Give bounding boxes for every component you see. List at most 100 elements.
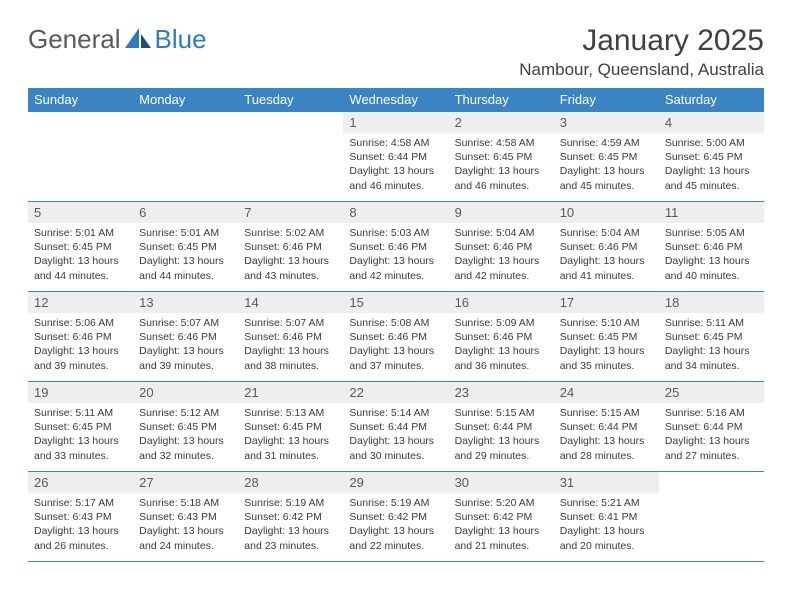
calendar-cell: 18Sunrise: 5:11 AMSunset: 6:45 PMDayligh… — [659, 292, 764, 382]
sunset-text: Sunset: 6:44 PM — [455, 420, 548, 434]
daylight-text: Daylight: 13 hours and 26 minutes. — [34, 524, 127, 552]
logo: General Blue — [28, 24, 207, 55]
day-number: 29 — [343, 472, 448, 493]
daylight-text: Daylight: 13 hours and 32 minutes. — [139, 434, 232, 462]
calendar-body: 1Sunrise: 4:58 AMSunset: 6:44 PMDaylight… — [28, 112, 764, 562]
daylight-text: Daylight: 13 hours and 22 minutes. — [349, 524, 442, 552]
daylight-text: Daylight: 13 hours and 34 minutes. — [665, 344, 758, 372]
calendar-cell: 4Sunrise: 5:00 AMSunset: 6:45 PMDaylight… — [659, 112, 764, 202]
calendar-cell: 28Sunrise: 5:19 AMSunset: 6:42 PMDayligh… — [238, 472, 343, 562]
sunset-text: Sunset: 6:44 PM — [560, 420, 653, 434]
sunrise-text: Sunrise: 5:08 AM — [349, 316, 442, 330]
sunset-text: Sunset: 6:46 PM — [244, 240, 337, 254]
sunrise-text: Sunrise: 4:59 AM — [560, 136, 653, 150]
day-details: Sunrise: 5:20 AMSunset: 6:42 PMDaylight:… — [449, 493, 554, 559]
day-details: Sunrise: 5:15 AMSunset: 6:44 PMDaylight:… — [554, 403, 659, 469]
sunrise-text: Sunrise: 5:03 AM — [349, 226, 442, 240]
daylight-text: Daylight: 13 hours and 27 minutes. — [665, 434, 758, 462]
calendar-cell: 8Sunrise: 5:03 AMSunset: 6:46 PMDaylight… — [343, 202, 448, 292]
sunrise-text: Sunrise: 5:11 AM — [34, 406, 127, 420]
day-details: Sunrise: 5:19 AMSunset: 6:42 PMDaylight:… — [238, 493, 343, 559]
calendar-page: General Blue January 2025 Nambour, Queen… — [0, 0, 792, 586]
calendar-cell: 10Sunrise: 5:04 AMSunset: 6:46 PMDayligh… — [554, 202, 659, 292]
sunrise-text: Sunrise: 5:07 AM — [244, 316, 337, 330]
weekday-header: Wednesday — [343, 88, 448, 112]
sunset-text: Sunset: 6:46 PM — [455, 330, 548, 344]
calendar-cell: 1Sunrise: 4:58 AMSunset: 6:44 PMDaylight… — [343, 112, 448, 202]
calendar-cell: 25Sunrise: 5:16 AMSunset: 6:44 PMDayligh… — [659, 382, 764, 472]
calendar-cell: 3Sunrise: 4:59 AMSunset: 6:45 PMDaylight… — [554, 112, 659, 202]
day-number: 27 — [133, 472, 238, 493]
day-number: 4 — [659, 112, 764, 133]
day-details: Sunrise: 4:58 AMSunset: 6:44 PMDaylight:… — [343, 133, 448, 199]
weekday-header: Friday — [554, 88, 659, 112]
daylight-text: Daylight: 13 hours and 39 minutes. — [34, 344, 127, 372]
daylight-text: Daylight: 13 hours and 46 minutes. — [349, 164, 442, 192]
daylight-text: Daylight: 13 hours and 30 minutes. — [349, 434, 442, 462]
day-number: 23 — [449, 382, 554, 403]
calendar-cell: 21Sunrise: 5:13 AMSunset: 6:45 PMDayligh… — [238, 382, 343, 472]
day-number: 2 — [449, 112, 554, 133]
day-number: 28 — [238, 472, 343, 493]
sunset-text: Sunset: 6:44 PM — [349, 420, 442, 434]
daylight-text: Daylight: 13 hours and 35 minutes. — [560, 344, 653, 372]
calendar-cell: 31Sunrise: 5:21 AMSunset: 6:41 PMDayligh… — [554, 472, 659, 562]
day-number: 30 — [449, 472, 554, 493]
calendar-cell — [28, 112, 133, 202]
calendar-week-row: 1Sunrise: 4:58 AMSunset: 6:44 PMDaylight… — [28, 112, 764, 202]
day-details: Sunrise: 5:07 AMSunset: 6:46 PMDaylight:… — [238, 313, 343, 379]
daylight-text: Daylight: 13 hours and 33 minutes. — [34, 434, 127, 462]
day-number: 17 — [554, 292, 659, 313]
calendar-cell: 15Sunrise: 5:08 AMSunset: 6:46 PMDayligh… — [343, 292, 448, 382]
sunset-text: Sunset: 6:46 PM — [34, 330, 127, 344]
sunset-text: Sunset: 6:42 PM — [455, 510, 548, 524]
sunrise-text: Sunrise: 5:01 AM — [139, 226, 232, 240]
sunset-text: Sunset: 6:42 PM — [244, 510, 337, 524]
logo-word-1: General — [28, 24, 121, 55]
page-header: General Blue January 2025 Nambour, Queen… — [28, 24, 764, 80]
calendar-cell — [238, 112, 343, 202]
sunset-text: Sunset: 6:41 PM — [560, 510, 653, 524]
sunset-text: Sunset: 6:44 PM — [665, 420, 758, 434]
calendar-cell: 13Sunrise: 5:07 AMSunset: 6:46 PMDayligh… — [133, 292, 238, 382]
day-details: Sunrise: 5:00 AMSunset: 6:45 PMDaylight:… — [659, 133, 764, 199]
weekday-header: Thursday — [449, 88, 554, 112]
day-number: 9 — [449, 202, 554, 223]
day-details: Sunrise: 4:59 AMSunset: 6:45 PMDaylight:… — [554, 133, 659, 199]
calendar-cell: 7Sunrise: 5:02 AMSunset: 6:46 PMDaylight… — [238, 202, 343, 292]
sunset-text: Sunset: 6:45 PM — [560, 150, 653, 164]
day-details: Sunrise: 5:18 AMSunset: 6:43 PMDaylight:… — [133, 493, 238, 559]
day-details: Sunrise: 5:07 AMSunset: 6:46 PMDaylight:… — [133, 313, 238, 379]
daylight-text: Daylight: 13 hours and 42 minutes. — [455, 254, 548, 282]
sunrise-text: Sunrise: 5:12 AM — [139, 406, 232, 420]
calendar-cell: 11Sunrise: 5:05 AMSunset: 6:46 PMDayligh… — [659, 202, 764, 292]
calendar-cell: 16Sunrise: 5:09 AMSunset: 6:46 PMDayligh… — [449, 292, 554, 382]
daylight-text: Daylight: 13 hours and 39 minutes. — [139, 344, 232, 372]
day-details: Sunrise: 5:12 AMSunset: 6:45 PMDaylight:… — [133, 403, 238, 469]
calendar-cell: 27Sunrise: 5:18 AMSunset: 6:43 PMDayligh… — [133, 472, 238, 562]
day-details: Sunrise: 5:13 AMSunset: 6:45 PMDaylight:… — [238, 403, 343, 469]
day-details: Sunrise: 5:19 AMSunset: 6:42 PMDaylight:… — [343, 493, 448, 559]
day-details: Sunrise: 5:03 AMSunset: 6:46 PMDaylight:… — [343, 223, 448, 289]
sunrise-text: Sunrise: 5:14 AM — [349, 406, 442, 420]
calendar-week-row: 12Sunrise: 5:06 AMSunset: 6:46 PMDayligh… — [28, 292, 764, 382]
calendar-cell: 29Sunrise: 5:19 AMSunset: 6:42 PMDayligh… — [343, 472, 448, 562]
calendar-cell: 22Sunrise: 5:14 AMSunset: 6:44 PMDayligh… — [343, 382, 448, 472]
day-number: 13 — [133, 292, 238, 313]
sunrise-text: Sunrise: 5:04 AM — [560, 226, 653, 240]
day-details: Sunrise: 5:15 AMSunset: 6:44 PMDaylight:… — [449, 403, 554, 469]
sunrise-text: Sunrise: 5:10 AM — [560, 316, 653, 330]
sunset-text: Sunset: 6:45 PM — [34, 420, 127, 434]
daylight-text: Daylight: 13 hours and 41 minutes. — [560, 254, 653, 282]
sunset-text: Sunset: 6:45 PM — [139, 420, 232, 434]
weekday-header-row: SundayMondayTuesdayWednesdayThursdayFrid… — [28, 88, 764, 112]
sunset-text: Sunset: 6:45 PM — [665, 330, 758, 344]
day-number: 8 — [343, 202, 448, 223]
calendar-cell: 23Sunrise: 5:15 AMSunset: 6:44 PMDayligh… — [449, 382, 554, 472]
daylight-text: Daylight: 13 hours and 42 minutes. — [349, 254, 442, 282]
day-number: 26 — [28, 472, 133, 493]
calendar-cell: 5Sunrise: 5:01 AMSunset: 6:45 PMDaylight… — [28, 202, 133, 292]
title-block: January 2025 Nambour, Queensland, Austra… — [519, 24, 764, 80]
day-details: Sunrise: 5:01 AMSunset: 6:45 PMDaylight:… — [28, 223, 133, 289]
sunrise-text: Sunrise: 5:17 AM — [34, 496, 127, 510]
